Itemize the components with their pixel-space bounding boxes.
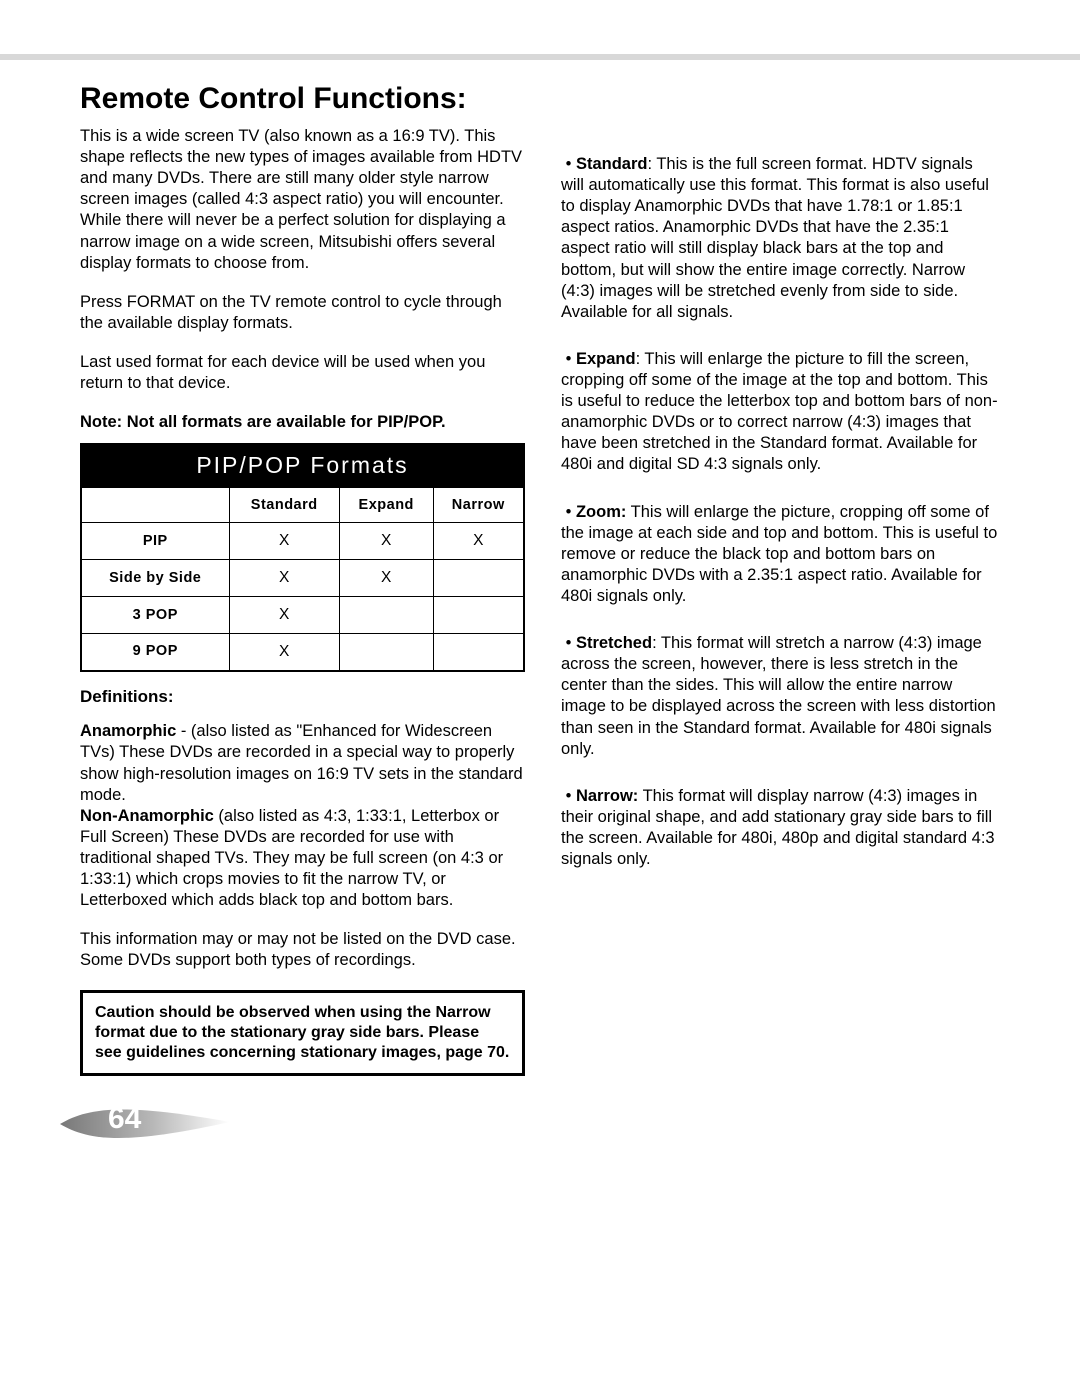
stretched-bullet: • Stretched: This format will stretch a … [555,633,1000,760]
table-row: 3 POP X [81,596,524,633]
cell: X [229,633,339,670]
cell [339,633,433,670]
narrow-bullet: • Narrow: This format will display narro… [555,786,1000,870]
anamorphic-definition: Anamorphic - (also listed as "Enhanced f… [80,721,525,911]
pip-pop-formats-table: PIP/POP Formats Standard Expand Narrow P… [80,443,525,671]
standard-bullet: • Standard: This is the full screen form… [555,154,1000,323]
zoom-label: Zoom: [576,503,626,521]
page-title: Remote Control Functions: [80,82,1000,116]
narrow-label: Narrow: [576,787,638,805]
table-header-row: Standard Expand Narrow [81,487,524,523]
cell: X [339,523,433,560]
table-row: 9 POP X [81,633,524,670]
page-number-swoosh-icon [60,1104,230,1144]
row-label: 9 POP [81,633,229,670]
expand-text: : This will enlarge the picture to fill … [561,350,998,474]
table-row: PIP X X X [81,523,524,560]
cell: X [229,560,339,597]
standard-text: : This is the full screen format. HDTV s… [561,155,989,321]
cell: X [339,560,433,597]
intro-paragraph: This is a wide screen TV (also known as … [80,126,525,274]
cell [339,596,433,633]
stretched-text: : This format will stretch a narrow (4:3… [561,634,996,758]
last-used-paragraph: Last used format for each device will be… [80,352,525,394]
right-column: • Standard: This is the full screen form… [555,126,1000,1076]
table-title: PIP/POP Formats [81,444,524,487]
caution-box: Caution should be observed when using th… [80,990,525,1076]
stretched-label: Stretched [576,634,652,652]
expand-label: Expand [576,350,636,368]
note-line: Note: Not all formats are available for … [80,412,525,433]
zoom-text: This will enlarge the picture, cropping … [561,503,997,605]
dvd-case-paragraph: This information may or may not be liste… [80,929,525,971]
standard-label: Standard [576,155,648,173]
page-footer: 64 [80,1098,1000,1148]
anamorphic-term: Anamorphic [80,722,176,740]
cell [433,633,524,670]
zoom-bullet: • Zoom: This will enlarge the picture, c… [555,502,1000,608]
expand-bullet: • Expand: This will enlarge the picture … [555,349,1000,476]
left-column: This is a wide screen TV (also known as … [80,126,525,1076]
two-column-layout: This is a wide screen TV (also known as … [80,126,1000,1076]
table-col-narrow: Narrow [433,487,524,523]
page-number: 64 [108,1102,141,1136]
row-label: 3 POP [81,596,229,633]
row-label: PIP [81,523,229,560]
page-content: Remote Control Functions: This is a wide… [0,60,1080,1168]
cell: X [229,523,339,560]
definitions-heading: Definitions: [80,686,525,708]
press-format-paragraph: Press FORMAT on the TV remote control to… [80,292,525,334]
nonanamorphic-term: Non-Anamorphic [80,807,214,825]
table-col-expand: Expand [339,487,433,523]
row-label: Side by Side [81,560,229,597]
table-row: Side by Side X X [81,560,524,597]
cell [433,596,524,633]
table-col-blank [81,487,229,523]
table-col-standard: Standard [229,487,339,523]
cell: X [229,596,339,633]
cell: X [433,523,524,560]
cell [433,560,524,597]
top-gray-bar [0,0,1080,60]
